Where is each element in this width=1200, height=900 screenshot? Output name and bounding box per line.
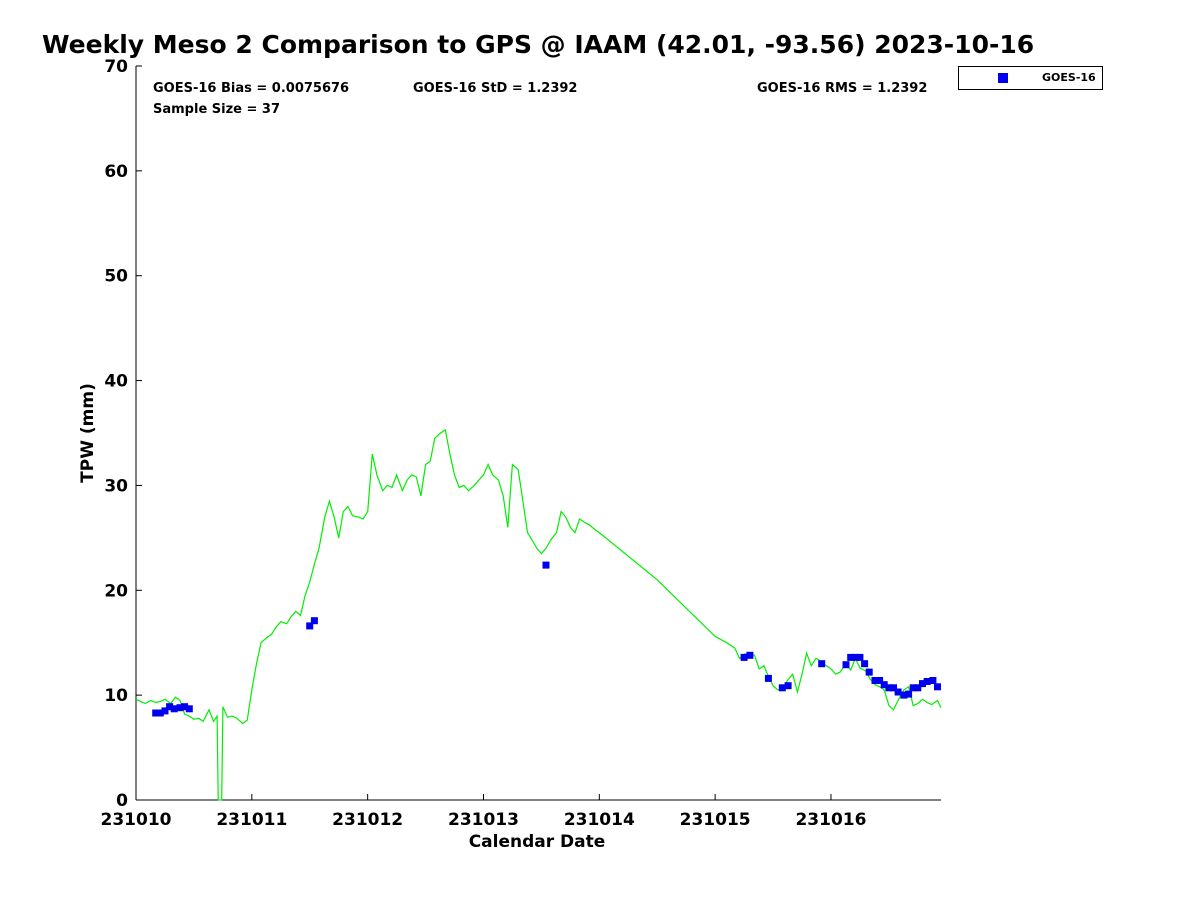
x-tick-label: 231010 xyxy=(101,810,172,830)
y-axis-label: TPW (mm) xyxy=(78,383,98,483)
goes-16-point xyxy=(746,651,754,659)
goes-16-point xyxy=(176,704,184,712)
x-tick-label: 231012 xyxy=(332,810,403,830)
goes-16-point xyxy=(919,680,926,688)
goes-16-point xyxy=(856,653,864,661)
goes-16-point xyxy=(934,683,941,691)
goes-16-point xyxy=(310,617,318,625)
goes-16-point xyxy=(181,703,189,711)
goes-16-point xyxy=(778,684,786,692)
goes-16-point xyxy=(876,677,884,684)
y-tick-label: 20 xyxy=(104,581,128,601)
gps-series-line xyxy=(135,428,942,801)
x-tick-label: 231014 xyxy=(564,810,635,830)
goes-16-point xyxy=(784,682,792,690)
legend-marker xyxy=(998,73,1008,83)
axes: 0 10 20 30 40 50 60 70 231010 231011 231012 231013 2… xyxy=(101,57,941,830)
goes-16-point xyxy=(871,677,879,684)
goes-16-point xyxy=(865,668,873,676)
goes-16-point xyxy=(152,709,160,717)
goes-16-point xyxy=(185,705,193,713)
goes-16-point xyxy=(923,678,931,685)
y-tick-label: 0 xyxy=(116,791,128,811)
goes-16-point xyxy=(890,684,897,692)
std-annotation: GOES-16 StD = 1.2392 xyxy=(413,81,577,96)
y-tick-label: 40 xyxy=(104,372,128,392)
gps-tpw-line xyxy=(135,428,942,801)
goes-16-point xyxy=(861,660,869,668)
goes-16-point xyxy=(166,703,174,711)
x-axis-label: Calendar Date xyxy=(469,832,606,852)
legend-label: GOES-16 xyxy=(1042,71,1096,84)
y-tick-label: 70 xyxy=(104,57,128,77)
goes-16-point xyxy=(905,690,913,698)
y-tick-label: 30 xyxy=(104,476,128,496)
x-tick-label: 231015 xyxy=(680,810,751,830)
goes-16-point xyxy=(880,681,888,689)
goes-16-points xyxy=(152,561,941,717)
goes-16-point xyxy=(740,653,748,661)
goes-16-point xyxy=(764,674,772,682)
y-tick-label: 10 xyxy=(104,686,128,706)
x-tick-label: 231011 xyxy=(216,810,287,830)
bias-annotation: GOES-16 Bias = 0.0075676 xyxy=(153,81,349,96)
chart-title: Weekly Meso 2 Comparison to GPS @ IAAM (… xyxy=(42,30,1035,59)
goes-16-point xyxy=(842,661,850,669)
goes-16-point xyxy=(306,622,314,630)
y-tick-label: 60 xyxy=(104,162,128,182)
goes-16-point xyxy=(929,677,937,684)
x-tick-label: 231013 xyxy=(448,810,519,830)
goes-16-point xyxy=(818,660,826,668)
goes-16-point xyxy=(914,684,922,692)
goes-16-point xyxy=(161,707,169,715)
y-tick-label: 50 xyxy=(104,267,128,287)
goes-16-point xyxy=(909,684,917,692)
legend: GOES-16 xyxy=(958,66,1103,90)
goes-16-point xyxy=(885,684,893,692)
goes-16-point xyxy=(156,709,164,717)
goes-16-point xyxy=(900,691,908,699)
goes-16-point xyxy=(847,653,855,661)
goes-16-point xyxy=(894,688,902,696)
goes-16-point xyxy=(542,561,550,569)
rms-annotation: GOES-16 RMS = 1.2392 xyxy=(757,81,927,96)
goes-16-point xyxy=(851,653,859,661)
sample-size-annotation: Sample Size = 37 xyxy=(153,102,280,117)
x-tick-label: 231016 xyxy=(795,810,866,830)
legend-box xyxy=(958,66,1103,90)
stats-annotations: GOES-16 Bias = 0.0075676 GOES-16 StD = 1… xyxy=(153,81,927,117)
goes-16-point xyxy=(170,705,178,713)
